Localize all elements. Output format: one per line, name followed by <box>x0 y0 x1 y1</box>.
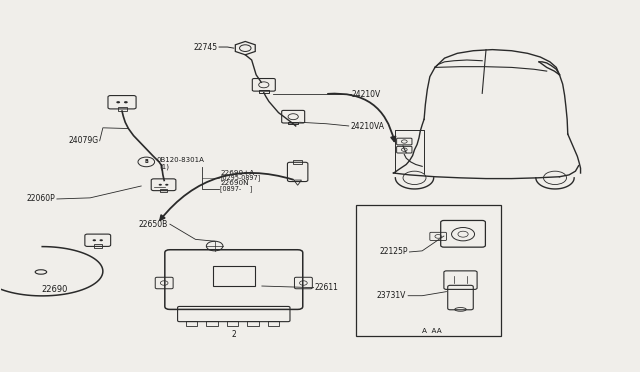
Circle shape <box>159 184 162 186</box>
Text: [0897-    ]: [0897- ] <box>220 185 253 192</box>
Text: 22690+A: 22690+A <box>220 170 255 176</box>
Bar <box>288 122 298 125</box>
Bar <box>356 205 501 336</box>
Bar <box>259 90 269 93</box>
Text: 24079G: 24079G <box>68 136 99 145</box>
Text: 24210VA: 24210VA <box>351 122 385 131</box>
Bar <box>93 244 102 248</box>
Bar <box>227 321 238 326</box>
Text: A  AA: A AA <box>422 328 442 334</box>
Text: 22690: 22690 <box>41 285 67 294</box>
Circle shape <box>165 184 168 186</box>
Circle shape <box>99 239 103 241</box>
Bar <box>186 321 197 326</box>
Text: 2: 2 <box>232 330 236 339</box>
Circle shape <box>124 101 128 103</box>
Text: (1): (1) <box>159 163 169 170</box>
Bar <box>293 160 302 164</box>
Text: 22690N: 22690N <box>220 180 249 186</box>
Text: 22060P: 22060P <box>26 195 55 203</box>
Circle shape <box>93 239 96 241</box>
Text: 22125P: 22125P <box>380 247 408 256</box>
Bar <box>160 189 167 192</box>
Text: 23731V: 23731V <box>377 291 406 300</box>
Bar <box>118 107 127 111</box>
Text: 22611: 22611 <box>315 283 339 292</box>
Text: 22650B: 22650B <box>139 220 168 229</box>
Bar <box>268 321 279 326</box>
Bar <box>247 321 259 326</box>
Text: 24210V: 24210V <box>352 90 381 99</box>
Text: [0295-0897]: [0295-0897] <box>220 174 260 181</box>
Bar <box>206 321 218 326</box>
Text: 0B120-8301A: 0B120-8301A <box>157 157 204 163</box>
Text: B: B <box>145 160 148 164</box>
Bar <box>213 266 255 286</box>
Circle shape <box>116 101 120 103</box>
Text: 22745: 22745 <box>194 42 218 51</box>
